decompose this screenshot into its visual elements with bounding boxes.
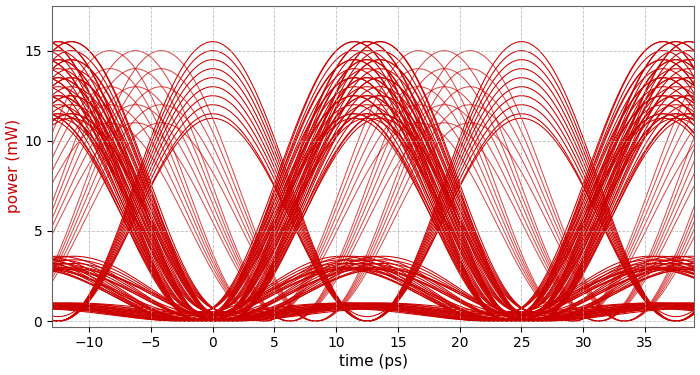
Y-axis label: power (mW): power (mW) (6, 119, 20, 213)
X-axis label: time (ps): time (ps) (339, 354, 408, 369)
